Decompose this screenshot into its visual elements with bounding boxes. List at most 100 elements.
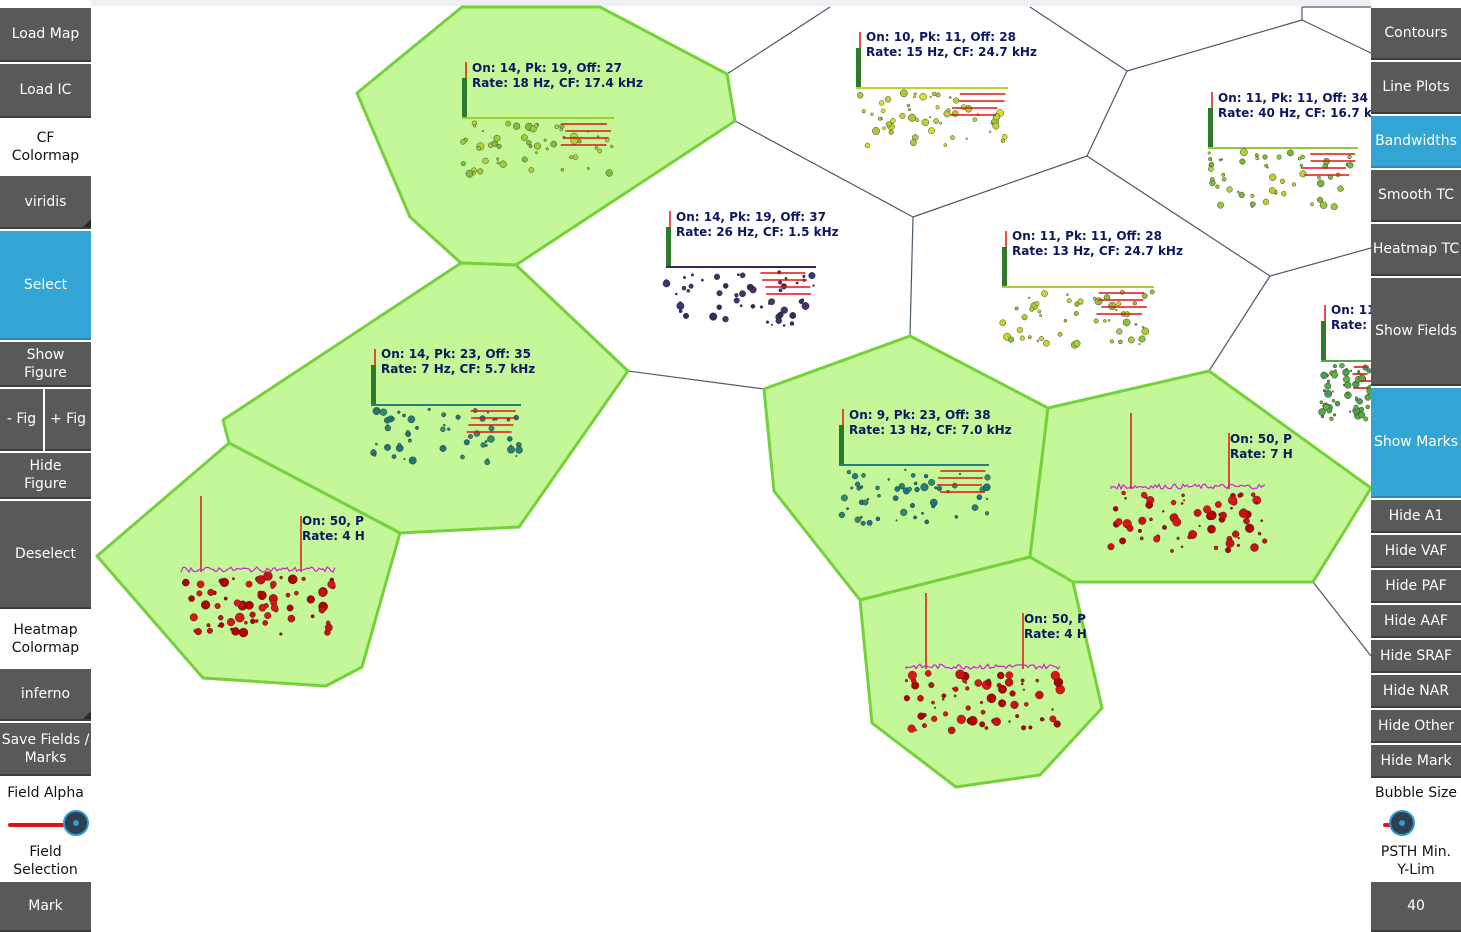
tuning-bubble xyxy=(1138,335,1146,343)
tuning-bubble xyxy=(851,473,859,480)
tuning-bubble xyxy=(739,304,743,308)
bubble-size-thumb[interactable] xyxy=(1389,810,1415,836)
hide-figure-button[interactable]: Hide Figure xyxy=(0,453,91,499)
tuning-bubble xyxy=(958,472,962,475)
heatmap-tc-button[interactable]: Heatmap TC xyxy=(1371,224,1461,276)
hide-sraf-button[interactable]: Hide SRAF xyxy=(1371,640,1461,673)
tuning-bubble xyxy=(484,440,488,443)
tuning-bubble xyxy=(1238,508,1249,518)
tuning-bubble xyxy=(1139,536,1144,541)
tuning-bubble xyxy=(922,723,927,728)
show-marks-button[interactable]: Show Marks xyxy=(1371,388,1461,498)
cf-colormap-dropdown[interactable]: viridis xyxy=(0,176,91,229)
field-thumbnail xyxy=(460,62,614,178)
tuning-bubble xyxy=(521,134,528,141)
tuning-bubble xyxy=(984,726,989,730)
tuning-bubble xyxy=(1239,158,1246,165)
hide-vaf-button[interactable]: Hide VAF xyxy=(1371,535,1461,568)
tuning-bubble xyxy=(1020,678,1025,683)
tuning-bubble xyxy=(1021,682,1024,686)
tuning-bubble xyxy=(1115,518,1123,526)
tuning-bubble xyxy=(930,498,938,507)
tuning-bubble xyxy=(415,425,419,430)
tuning-bubble xyxy=(676,302,685,310)
tuning-bubble xyxy=(285,592,291,598)
tuning-bubble xyxy=(875,516,881,522)
tuning-bubble xyxy=(900,89,908,98)
tuning-bubble xyxy=(1121,490,1126,496)
hide-nar-button[interactable]: Hide NAR xyxy=(1371,675,1461,708)
line-plots-button[interactable]: Line Plots xyxy=(1371,62,1461,114)
tuning-bubble xyxy=(1221,172,1226,177)
tuning-bubble xyxy=(1208,157,1213,162)
show-figure-button[interactable]: Show Figure xyxy=(0,342,91,387)
tuning-bubble xyxy=(765,320,770,324)
tuning-bubble xyxy=(983,483,991,492)
tuning-bubble xyxy=(1008,336,1015,343)
load-map-button[interactable]: Load Map xyxy=(0,8,91,62)
tuning-bubble xyxy=(1262,198,1270,205)
contours-button[interactable]: Contours xyxy=(1371,8,1461,60)
tuning-bubble xyxy=(789,312,797,319)
tuning-bubble xyxy=(1019,335,1025,341)
tuning-bubble xyxy=(1317,175,1321,180)
heatmap-colormap-dropdown[interactable]: inferno xyxy=(0,669,91,721)
tuning-bubble xyxy=(1225,539,1235,548)
tuning-bubble xyxy=(1243,517,1250,525)
tuning-bubble xyxy=(921,511,924,515)
hide-other-button[interactable]: Hide Other xyxy=(1371,710,1461,743)
field-poly-7 xyxy=(762,334,1050,602)
hide-a1-button[interactable]: Hide A1 xyxy=(1371,500,1461,533)
field-alpha-slider[interactable] xyxy=(8,810,91,840)
tuning-bubble xyxy=(857,92,864,99)
tuning-bubble xyxy=(1203,505,1212,514)
tuning-bubble xyxy=(795,281,799,285)
hide-mark-button[interactable]: Hide Mark xyxy=(1371,745,1461,778)
tuning-bubble xyxy=(572,154,579,160)
field-alpha-thumb[interactable] xyxy=(63,810,89,836)
tuning-bubble xyxy=(928,127,935,135)
field-thumbnail xyxy=(662,211,816,327)
tuning-bubble xyxy=(798,299,804,305)
deselect-button[interactable]: Deselect xyxy=(0,501,91,609)
tuning-bubble xyxy=(1015,714,1020,719)
plus-fig-button[interactable]: + Fig xyxy=(45,389,91,451)
load-ic-button[interactable]: Load IC xyxy=(0,64,91,118)
bubble-size-slider[interactable] xyxy=(1383,810,1461,840)
tuning-bubble xyxy=(971,504,979,511)
minus-fig-button[interactable]: - Fig xyxy=(0,389,43,451)
tuning-bubble xyxy=(1236,190,1240,194)
tuning-bubble xyxy=(1035,678,1039,683)
tuning-bubble xyxy=(1107,319,1111,322)
field-poly-10 xyxy=(95,441,402,688)
tuning-bubble xyxy=(1161,510,1165,513)
smooth-tc-button[interactable]: Smooth TC xyxy=(1371,170,1461,222)
bandwidths-button[interactable]: Bandwidths xyxy=(1371,116,1461,168)
hide-aaf-button[interactable]: Hide AAF xyxy=(1371,605,1461,638)
tuning-bubble xyxy=(391,454,397,459)
field-caption-line1: On: 11, Pk: 11, Off: 28 xyxy=(1012,229,1162,243)
field-caption-line1: On: 11 xyxy=(1331,303,1371,317)
tuning-bubble xyxy=(206,623,211,628)
tuning-bubble xyxy=(967,716,978,726)
field-caption-line1: On: 14, Pk: 19, Off: 27 xyxy=(472,61,622,75)
tuning-bubble xyxy=(686,288,691,293)
tuning-bubble xyxy=(1153,535,1161,543)
hide-paf-button[interactable]: Hide PAF xyxy=(1371,570,1461,603)
mark-button[interactable]: Mark xyxy=(0,882,91,932)
field-thumbnail xyxy=(1107,413,1268,554)
psth-min-ylim-input[interactable]: 40 xyxy=(1371,882,1461,932)
tuning-bubble xyxy=(1237,493,1243,498)
tuning-bubble xyxy=(1066,293,1069,297)
tuning-bubble xyxy=(1050,670,1060,681)
tuning-bubble xyxy=(1208,166,1214,172)
tuning-bubble xyxy=(1269,173,1277,181)
tuning-bubble xyxy=(189,613,198,622)
field-caption-line2: Rate: 4 H xyxy=(302,529,365,543)
tuning-bubble xyxy=(884,96,892,103)
save-fields-marks-button[interactable]: Save Fields / Marks xyxy=(0,723,91,776)
tuning-bubble xyxy=(860,520,866,526)
show-fields-button[interactable]: Show Fields xyxy=(1371,278,1461,386)
select-button[interactable]: Select xyxy=(0,231,91,340)
